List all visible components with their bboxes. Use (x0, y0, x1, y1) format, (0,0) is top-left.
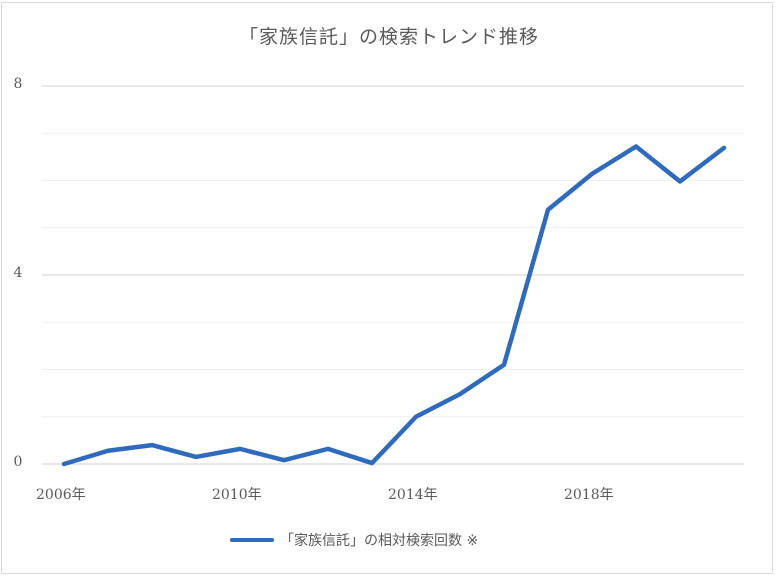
legend-label: 「家族信託」の相対検索回数 ※ (280, 533, 479, 549)
gridlines (42, 85, 744, 465)
legend: 「家族信託」の相対検索回数 ※ (230, 530, 478, 550)
y-tick-label: 4 (13, 265, 23, 281)
chart-title: 「家族信託」の検索トレンド推移 (238, 26, 539, 48)
x-tick-label: 2014年 (388, 487, 438, 503)
y-tick-label: 0 (13, 454, 23, 470)
x-tick-label: 2018年 (564, 487, 614, 503)
x-tick-label: 2006年 (36, 487, 86, 503)
x-tick-label: 2010年 (212, 487, 262, 503)
legend-line-swatch (230, 538, 274, 542)
y-tick-label: 8 (13, 76, 23, 92)
series-line (61, 144, 727, 467)
